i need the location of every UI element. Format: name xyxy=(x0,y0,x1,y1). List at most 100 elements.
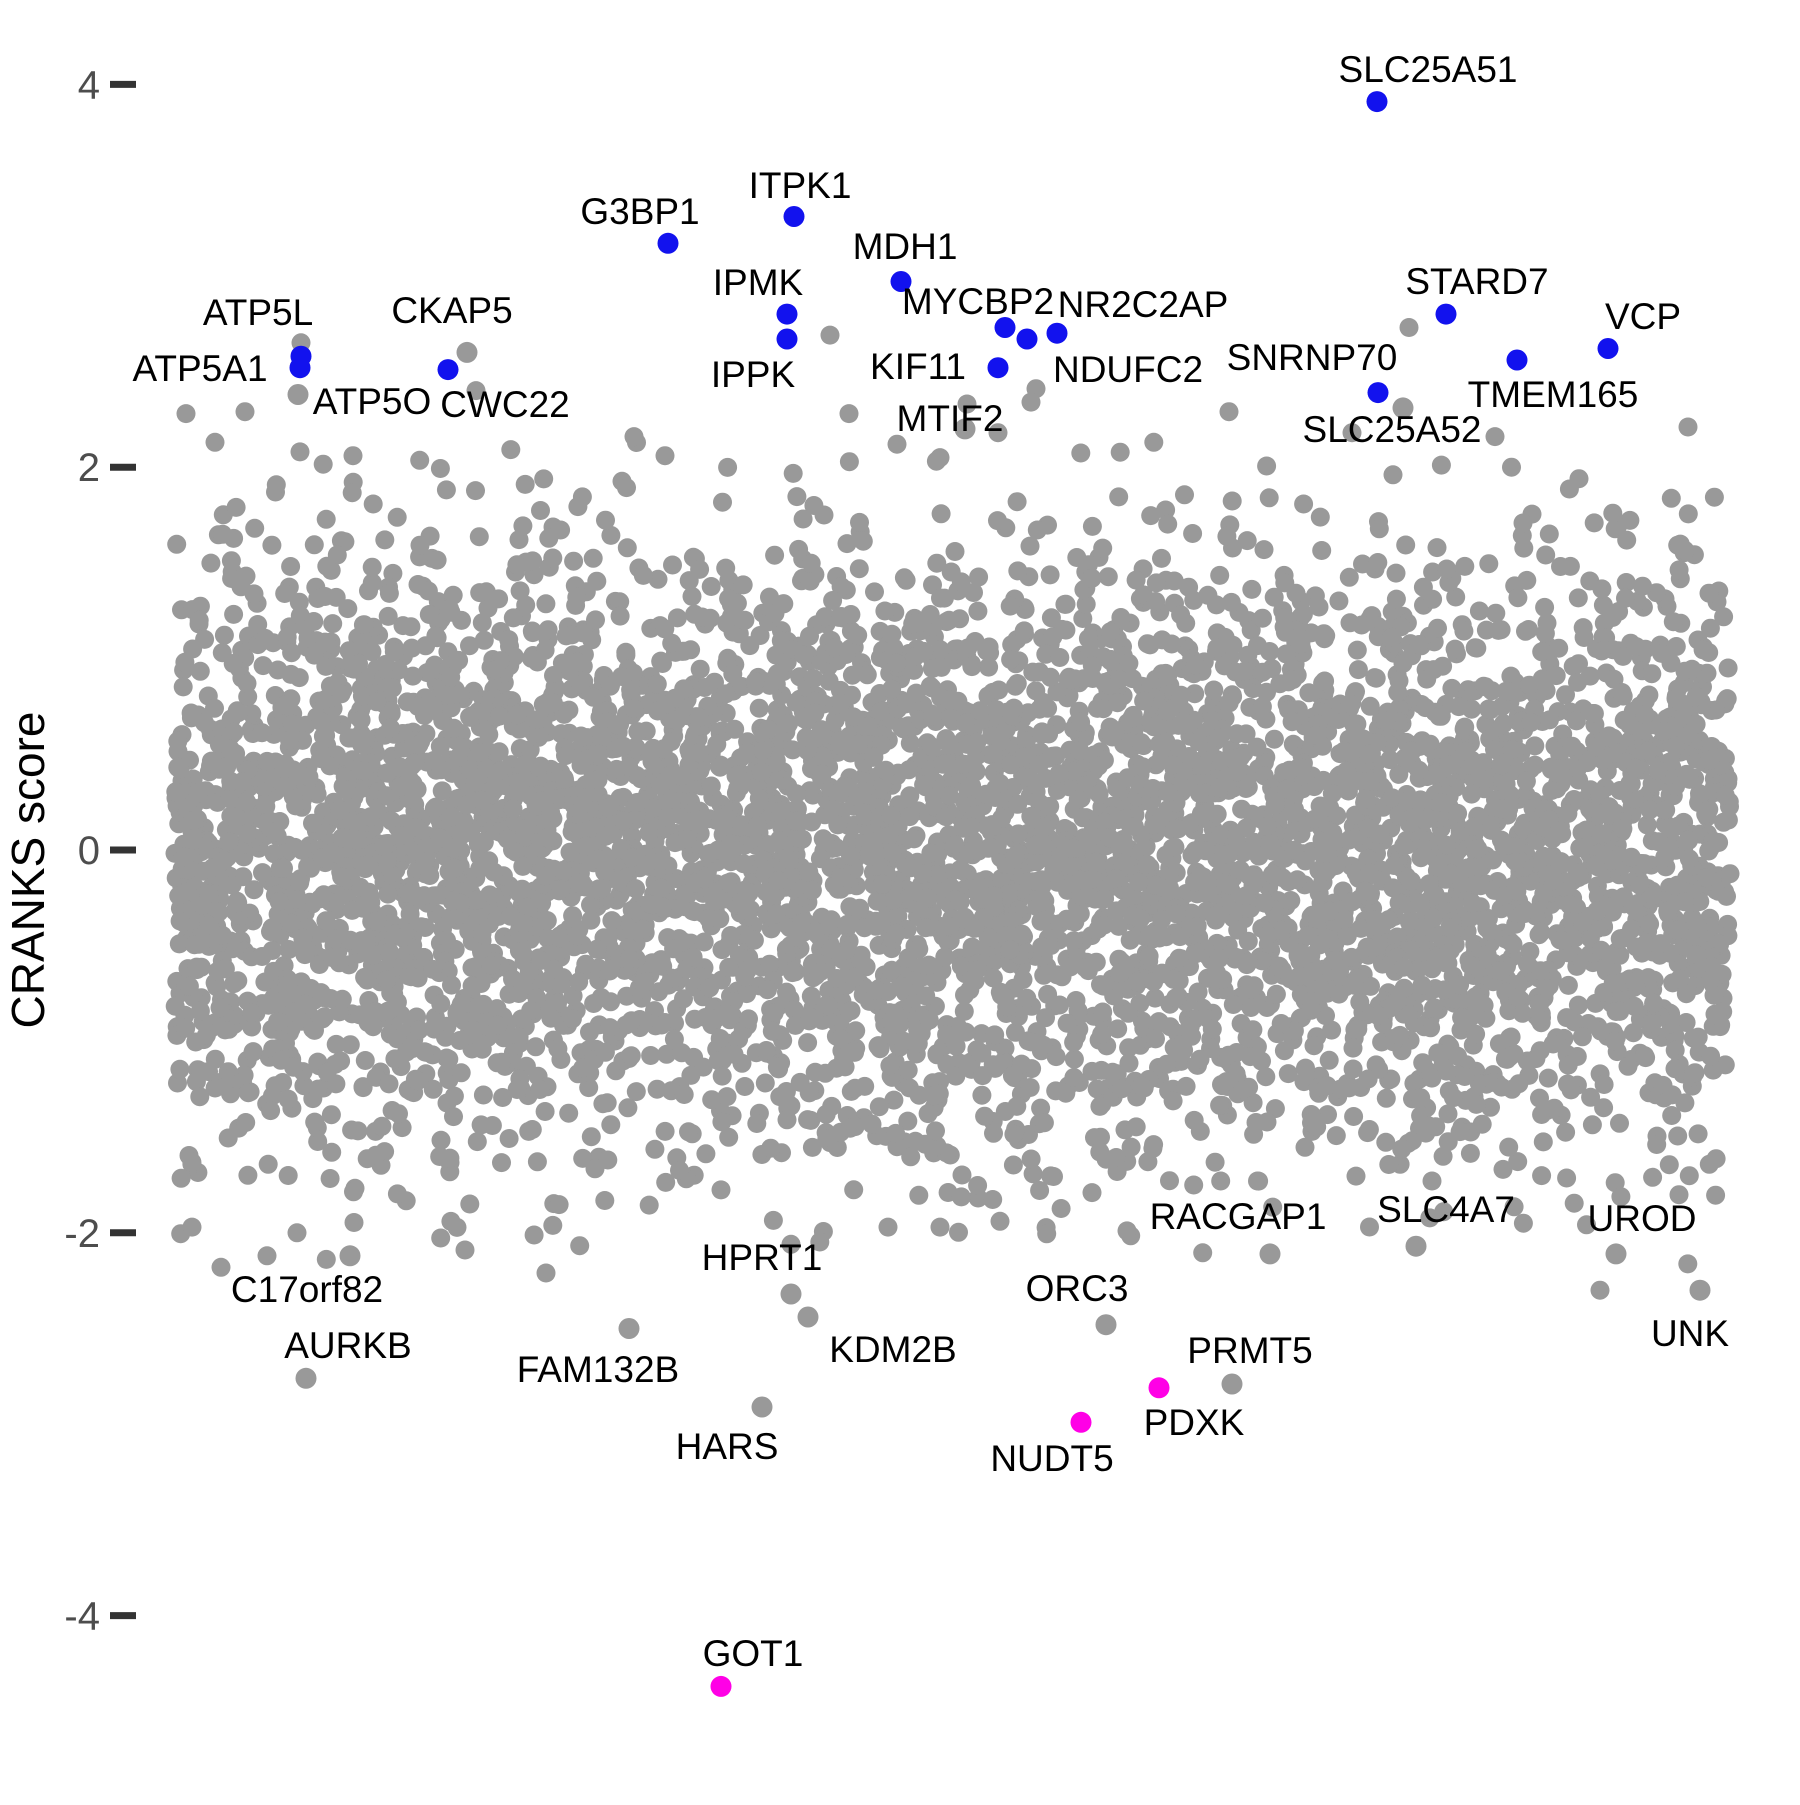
data-point xyxy=(1027,520,1047,540)
data-point xyxy=(1040,796,1060,816)
data-point xyxy=(316,509,336,529)
data-point xyxy=(1312,541,1332,560)
data-point xyxy=(1513,1213,1533,1233)
data-point xyxy=(326,1034,346,1054)
data-point xyxy=(1210,565,1230,585)
data-point xyxy=(236,1113,256,1132)
data-point xyxy=(322,1142,342,1162)
data-point xyxy=(1157,1054,1177,1074)
data-point xyxy=(798,1110,818,1130)
data-point xyxy=(1455,1067,1475,1086)
data-point xyxy=(404,753,424,773)
data-point xyxy=(938,916,958,936)
data-point xyxy=(708,1051,728,1071)
data-point xyxy=(168,731,188,751)
data-point xyxy=(690,559,710,579)
data-point xyxy=(1326,1126,1346,1146)
data-point xyxy=(762,1021,782,1041)
data-point xyxy=(472,613,492,633)
data-point xyxy=(1383,465,1403,485)
data-point xyxy=(521,648,541,668)
data-point xyxy=(1183,524,1203,543)
data-point xyxy=(949,1222,968,1242)
data-point xyxy=(988,511,1007,531)
data-point xyxy=(1318,1105,1337,1125)
data-point xyxy=(964,583,983,602)
data-point xyxy=(281,913,301,933)
data-point xyxy=(995,1038,1015,1058)
data-point xyxy=(1558,1074,1577,1094)
data-point xyxy=(1656,800,1676,820)
data-point xyxy=(900,733,920,753)
data-point xyxy=(1110,669,1130,689)
data-point xyxy=(584,994,604,1013)
data-point xyxy=(1090,1096,1110,1116)
data-point xyxy=(1508,1152,1528,1172)
data-point xyxy=(1714,607,1734,627)
data-point xyxy=(586,610,605,630)
data-point xyxy=(831,577,851,597)
data-point xyxy=(719,957,739,977)
data-point xyxy=(1325,950,1345,970)
data-point xyxy=(1394,836,1414,856)
data-point xyxy=(252,723,272,743)
data-point xyxy=(261,922,280,942)
data-point xyxy=(1556,685,1575,705)
data-point xyxy=(1492,697,1512,717)
data-point xyxy=(1594,1098,1614,1118)
data-point xyxy=(222,569,242,588)
data-point xyxy=(1568,588,1588,608)
data-point xyxy=(515,474,535,494)
data-point xyxy=(466,481,485,501)
data-point xyxy=(667,608,687,628)
data-point xyxy=(320,1169,340,1188)
data-point xyxy=(1376,1132,1396,1152)
data-point xyxy=(633,565,653,585)
data-point xyxy=(1216,1072,1236,1092)
data-point xyxy=(1263,1197,1283,1217)
data-point xyxy=(972,1085,992,1105)
data-point xyxy=(1396,535,1416,555)
data-point xyxy=(355,967,375,987)
data-point xyxy=(951,1187,971,1207)
data-point xyxy=(442,891,462,911)
data-point xyxy=(655,1121,675,1141)
data-point xyxy=(1566,711,1586,731)
data-point xyxy=(893,1031,913,1051)
data-point xyxy=(983,1190,1003,1209)
data-point xyxy=(1222,491,1242,511)
data-point xyxy=(1339,567,1359,587)
data-point xyxy=(1467,638,1487,658)
data-point xyxy=(1196,841,1216,861)
data-point xyxy=(935,947,955,967)
data-point xyxy=(653,654,672,673)
data-point xyxy=(524,1225,544,1245)
data-point xyxy=(968,1176,988,1195)
data-point xyxy=(431,1228,451,1248)
data-point xyxy=(1666,689,1686,709)
data-point xyxy=(674,1085,694,1104)
data-point xyxy=(761,1138,781,1158)
data-point xyxy=(436,480,456,500)
data-point xyxy=(323,614,343,634)
data-point xyxy=(1257,456,1277,476)
data-point xyxy=(1315,671,1335,691)
data-point xyxy=(438,642,458,662)
data-point xyxy=(984,952,1003,972)
data-point xyxy=(1535,597,1555,617)
data-point xyxy=(1564,1193,1584,1213)
data-point xyxy=(1274,1041,1294,1061)
data-point xyxy=(1422,1068,1442,1088)
data-point xyxy=(513,976,533,996)
data-point xyxy=(237,673,257,693)
data-point xyxy=(1328,710,1348,729)
data-point xyxy=(551,880,571,899)
data-point xyxy=(1594,1075,1614,1094)
data-point xyxy=(616,1015,636,1035)
data-point xyxy=(1707,1005,1727,1025)
data-point xyxy=(315,632,335,652)
data-point xyxy=(1376,1088,1396,1108)
data-point xyxy=(916,918,936,938)
data-point xyxy=(262,535,282,555)
data-point xyxy=(1513,818,1533,838)
